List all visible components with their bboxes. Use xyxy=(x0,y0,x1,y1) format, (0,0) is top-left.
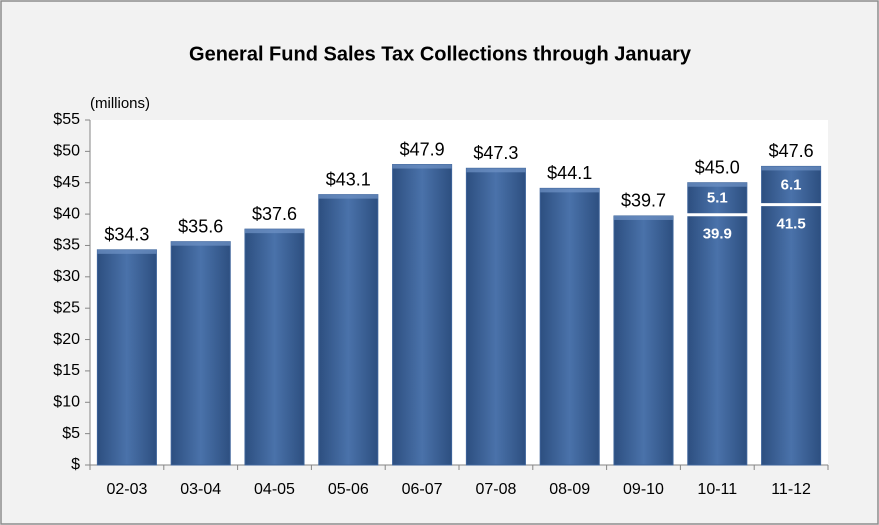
y-tick-label: $10 xyxy=(53,393,80,410)
bar-top-bevel xyxy=(171,241,231,246)
chart-title: General Fund Sales Tax Collections throu… xyxy=(189,43,692,65)
bar xyxy=(539,187,600,466)
bar-top-bevel xyxy=(613,215,674,220)
bar xyxy=(613,215,674,466)
x-tick-label: 06-07 xyxy=(402,481,443,498)
total-label: $47.9 xyxy=(400,139,445,159)
total-label: $47.6 xyxy=(769,141,814,161)
bar-top-bevel xyxy=(466,168,526,173)
x-tick-label: 10-11 xyxy=(697,481,737,498)
total-label: $39.7 xyxy=(621,191,666,211)
x-tick-label: 04-05 xyxy=(254,481,295,498)
bar xyxy=(761,204,822,466)
unit-label: (millions) xyxy=(90,95,150,112)
y-tick-label: $40 xyxy=(53,205,80,222)
bar xyxy=(392,164,453,466)
x-tick-label: 07-08 xyxy=(475,481,516,498)
y-tick-label: $35 xyxy=(53,237,80,254)
bar-top-bevel xyxy=(244,229,305,234)
total-label: $44.1 xyxy=(547,163,592,183)
segment-label: 5.1 xyxy=(707,190,728,207)
total-label: $35.6 xyxy=(178,216,223,236)
bar-top-bevel xyxy=(97,249,157,254)
bar xyxy=(96,249,157,466)
bar xyxy=(687,214,748,466)
y-tick-label: $15 xyxy=(53,362,80,379)
x-tick-label: 02-03 xyxy=(106,481,147,498)
y-tick-label: $ xyxy=(71,456,80,473)
bar xyxy=(465,167,526,466)
bar xyxy=(170,241,231,466)
total-label: $43.1 xyxy=(326,169,371,189)
total-label: $47.3 xyxy=(473,143,518,163)
y-tick-label: $30 xyxy=(53,268,80,285)
x-tick-label: 11-12 xyxy=(771,481,811,498)
x-tick-label: 08-09 xyxy=(549,481,590,498)
segment-label: 39.9 xyxy=(703,226,732,243)
segment-label: 41.5 xyxy=(776,216,805,233)
y-tick-label: $25 xyxy=(53,299,80,316)
bar-top-bevel xyxy=(687,182,747,187)
y-tick-label: $55 xyxy=(53,111,80,128)
bar xyxy=(244,228,305,466)
bar-top-bevel xyxy=(392,164,452,169)
bar-top-bevel xyxy=(761,166,821,171)
bar xyxy=(761,165,822,206)
total-label: $45.0 xyxy=(695,157,740,177)
total-label: $37.6 xyxy=(252,204,297,224)
x-tick-label: 05-06 xyxy=(328,481,369,498)
bar-top-bevel xyxy=(540,188,600,193)
bar xyxy=(318,194,379,466)
segment-label: 6.1 xyxy=(781,177,802,194)
y-tick-label: $20 xyxy=(53,331,80,348)
x-tick-label: 03-04 xyxy=(180,481,221,498)
y-tick-label: $45 xyxy=(53,174,80,191)
y-tick-label: $5 xyxy=(62,425,80,442)
y-tick-label: $50 xyxy=(53,143,80,160)
x-tick-label: 09-10 xyxy=(623,481,664,498)
total-label: $34.3 xyxy=(104,225,149,245)
bar-top-bevel xyxy=(318,194,378,199)
